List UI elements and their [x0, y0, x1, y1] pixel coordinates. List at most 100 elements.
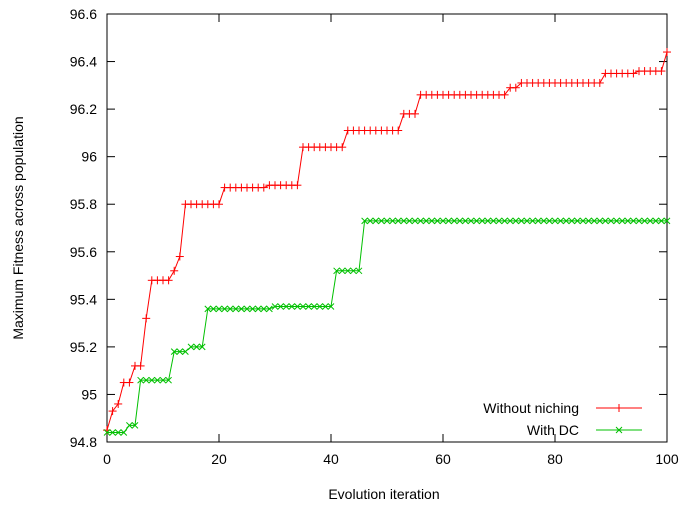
- point-without-niching: [629, 69, 638, 78]
- point-without-niching: [394, 126, 403, 135]
- point-with-dc: [663, 217, 671, 225]
- legend-label-without-niching: Without niching: [483, 400, 579, 416]
- point-with-dc: [383, 217, 391, 225]
- point-with-dc: [198, 343, 206, 351]
- point-with-dc: [456, 217, 464, 225]
- point-with-dc: [450, 217, 458, 225]
- point-without-niching: [338, 143, 347, 152]
- point-with-dc: [361, 217, 368, 225]
- point-with-dc: [473, 217, 480, 225]
- point-without-niching: [108, 407, 117, 416]
- point-with-dc: [142, 376, 150, 384]
- point-without-niching: [114, 399, 123, 408]
- y-tick-label: 96.2: [70, 101, 97, 117]
- point-with-dc: [109, 429, 116, 436]
- y-tick-label: 95.6: [70, 244, 97, 260]
- point-with-dc: [529, 217, 536, 225]
- point-with-dc: [506, 217, 514, 225]
- x-tick-label: 40: [323, 451, 339, 467]
- legend-marker-with-dc: [615, 426, 623, 434]
- series-layer: [103, 48, 671, 436]
- y-tick-label: 96.6: [70, 6, 97, 22]
- point-with-dc: [322, 303, 329, 310]
- point-with-dc: [226, 305, 234, 313]
- point-with-dc: [546, 217, 553, 225]
- point-with-dc: [557, 217, 564, 225]
- point-without-niching: [136, 361, 145, 370]
- point-with-dc: [478, 217, 486, 225]
- series-without-niching: [103, 48, 671, 435]
- line-without-niching: [106, 51, 668, 431]
- point-with-dc: [277, 303, 284, 310]
- point-with-dc: [131, 422, 139, 429]
- point-with-dc: [400, 217, 408, 225]
- point-without-niching: [511, 83, 520, 92]
- point-with-dc: [333, 267, 340, 275]
- y-axis-label: Maximum Fitness across population: [10, 116, 26, 339]
- point-without-niching: [259, 183, 268, 192]
- point-without-niching: [657, 67, 666, 76]
- point-with-dc: [394, 217, 402, 225]
- point-with-dc: [658, 217, 665, 225]
- point-with-dc: [170, 348, 178, 355]
- point-with-dc: [613, 217, 620, 225]
- point-with-dc: [126, 422, 133, 429]
- point-with-dc: [288, 303, 296, 310]
- point-with-dc: [215, 305, 223, 313]
- point-without-niching: [170, 266, 179, 275]
- point-with-dc: [585, 217, 592, 225]
- point-with-dc: [372, 217, 380, 225]
- point-with-dc: [618, 217, 626, 225]
- point-with-dc: [518, 217, 525, 225]
- point-with-dc: [204, 305, 212, 313]
- point-with-dc: [495, 217, 503, 225]
- y-tick-label: 95.4: [70, 291, 97, 307]
- legend-marker-without-niching: [615, 404, 623, 412]
- point-with-dc: [366, 217, 374, 225]
- point-with-dc: [445, 217, 452, 225]
- point-without-niching: [293, 181, 302, 190]
- point-with-dc: [635, 217, 643, 225]
- y-tick-label: 94.8: [70, 434, 97, 450]
- point-without-niching: [411, 109, 419, 118]
- point-with-dc: [434, 217, 441, 225]
- point-with-dc: [182, 348, 189, 355]
- y-tick-label: 96: [81, 149, 97, 165]
- point-with-dc: [523, 217, 531, 225]
- point-with-dc: [568, 217, 576, 225]
- x-axis-label: Evolution iteration: [328, 486, 439, 502]
- point-with-dc: [490, 217, 497, 225]
- point-without-niching: [125, 378, 134, 387]
- point-with-dc: [590, 217, 598, 225]
- x-tick-label: 100: [655, 451, 679, 467]
- y-tick-label: 96.4: [70, 54, 97, 70]
- point-with-dc: [187, 343, 195, 351]
- point-with-dc: [299, 303, 307, 310]
- point-with-dc: [630, 217, 637, 225]
- y-tick-label: 95.8: [70, 196, 97, 212]
- point-with-dc: [551, 217, 559, 225]
- point-with-dc: [103, 429, 111, 436]
- point-with-dc: [562, 217, 570, 225]
- point-with-dc: [501, 217, 508, 225]
- point-with-dc: [327, 303, 335, 310]
- point-with-dc: [254, 305, 262, 313]
- point-with-dc: [114, 429, 122, 436]
- point-without-niching: [595, 78, 604, 87]
- point-without-niching: [215, 200, 223, 209]
- point-with-dc: [338, 267, 346, 275]
- point-with-dc: [579, 217, 587, 225]
- point-with-dc: [462, 217, 469, 225]
- point-with-dc: [243, 305, 251, 313]
- point-with-dc: [305, 303, 312, 310]
- x-tick-label: 0: [103, 451, 111, 467]
- point-with-dc: [484, 217, 492, 225]
- point-with-dc: [406, 217, 413, 225]
- point-with-dc: [652, 217, 660, 225]
- point-with-dc: [154, 376, 161, 384]
- point-with-dc: [574, 217, 581, 225]
- point-with-dc: [282, 303, 290, 310]
- point-with-dc: [344, 267, 352, 275]
- point-with-dc: [266, 305, 273, 313]
